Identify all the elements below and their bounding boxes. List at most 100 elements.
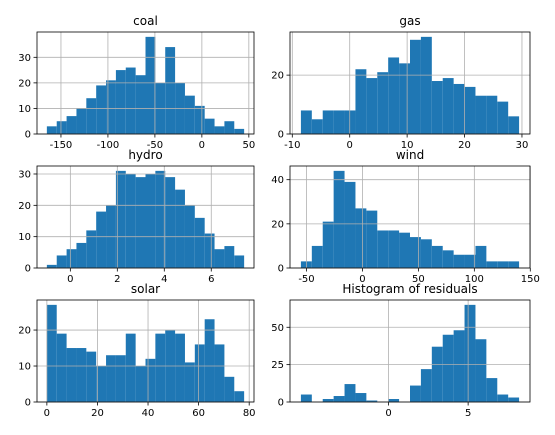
y-tick-label: 50 (271, 323, 284, 334)
x-tick-label: 30 (516, 140, 529, 151)
bar (234, 255, 245, 268)
bar (431, 81, 443, 134)
x-tick-label: 0 (67, 274, 73, 285)
bar (366, 78, 378, 134)
bar (46, 304, 57, 402)
x-tick-label: 80 (243, 408, 256, 419)
axes-frame (289, 31, 531, 135)
bar (214, 344, 225, 402)
axes-frame (289, 299, 531, 403)
bar (355, 208, 367, 268)
bar (155, 170, 166, 268)
bar (311, 245, 323, 268)
bar (300, 394, 312, 402)
bar (66, 249, 77, 268)
bar (175, 189, 185, 268)
bar (497, 261, 509, 268)
bar (486, 95, 498, 134)
bar (442, 334, 454, 402)
bar (214, 126, 225, 134)
bar (96, 211, 107, 268)
bar (333, 170, 345, 268)
bar (410, 39, 421, 134)
bar (333, 396, 345, 402)
x-tick-label: 100 (465, 274, 484, 285)
x-tick-label: 40 (142, 408, 155, 419)
bar (125, 67, 136, 134)
bar (145, 36, 156, 134)
bar (453, 330, 465, 402)
bar (76, 242, 87, 268)
y-tick-label: 10 (18, 232, 31, 243)
subplot-title: coal (133, 14, 158, 28)
bar (355, 393, 367, 402)
bar (165, 47, 176, 135)
bar (344, 181, 356, 268)
bar (431, 346, 443, 402)
subplot-title: Histogram of residuals (342, 282, 477, 296)
bar (224, 376, 235, 402)
y-tick-label: 20 (18, 78, 31, 89)
bar (115, 170, 126, 268)
bar (155, 333, 166, 402)
y-tick-label: 0 (278, 398, 284, 409)
bar (56, 255, 67, 268)
x-tick-label: 60 (192, 408, 205, 419)
bar (388, 57, 400, 134)
bar (311, 119, 323, 134)
x-tick-label: 10 (401, 140, 414, 151)
bar (234, 391, 245, 402)
bar (135, 366, 146, 402)
bar (464, 254, 476, 268)
y-tick-label: 0 (278, 130, 284, 141)
bar (56, 121, 67, 134)
bar (224, 246, 235, 268)
x-tick-label: 0 (385, 408, 391, 419)
bar (66, 116, 77, 134)
bar (322, 110, 334, 134)
bar (194, 217, 205, 268)
bar (135, 177, 146, 268)
bar (322, 221, 334, 268)
bar (106, 355, 116, 402)
bar (388, 399, 400, 402)
bar (399, 63, 410, 135)
y-tick-label: 30 (18, 169, 31, 180)
x-tick-label: 0 (347, 140, 353, 151)
y-tick-label: 0 (278, 264, 284, 275)
bar (497, 101, 509, 134)
bar (145, 358, 156, 402)
y-tick-label: 20 (271, 71, 284, 82)
bar (194, 105, 205, 134)
bar (145, 173, 156, 268)
bar (204, 319, 215, 402)
bar (184, 95, 195, 134)
x-tick-label: 2 (114, 274, 120, 285)
bar (175, 333, 185, 402)
bar (204, 233, 215, 268)
bar (115, 355, 126, 402)
bar (115, 70, 126, 134)
bar (453, 254, 465, 268)
axes-frame (36, 299, 255, 403)
subplot-title: hydro (128, 148, 162, 162)
axes-frame (36, 31, 255, 135)
bar (135, 75, 146, 134)
bar (410, 385, 421, 402)
bar (508, 116, 520, 134)
bar (366, 210, 378, 268)
bar (76, 348, 87, 402)
subplot-title: gas (399, 14, 420, 28)
bar (366, 400, 378, 402)
y-tick-label: 25 (271, 360, 284, 371)
bar (46, 264, 57, 268)
axes-frame (289, 165, 531, 269)
bar (344, 384, 356, 402)
y-tick-label: 0 (25, 264, 31, 275)
bar (399, 232, 410, 268)
bar (56, 333, 67, 402)
x-tick-label: -150 (50, 140, 73, 151)
bar (165, 177, 176, 268)
y-tick-label: 40 (271, 175, 284, 186)
